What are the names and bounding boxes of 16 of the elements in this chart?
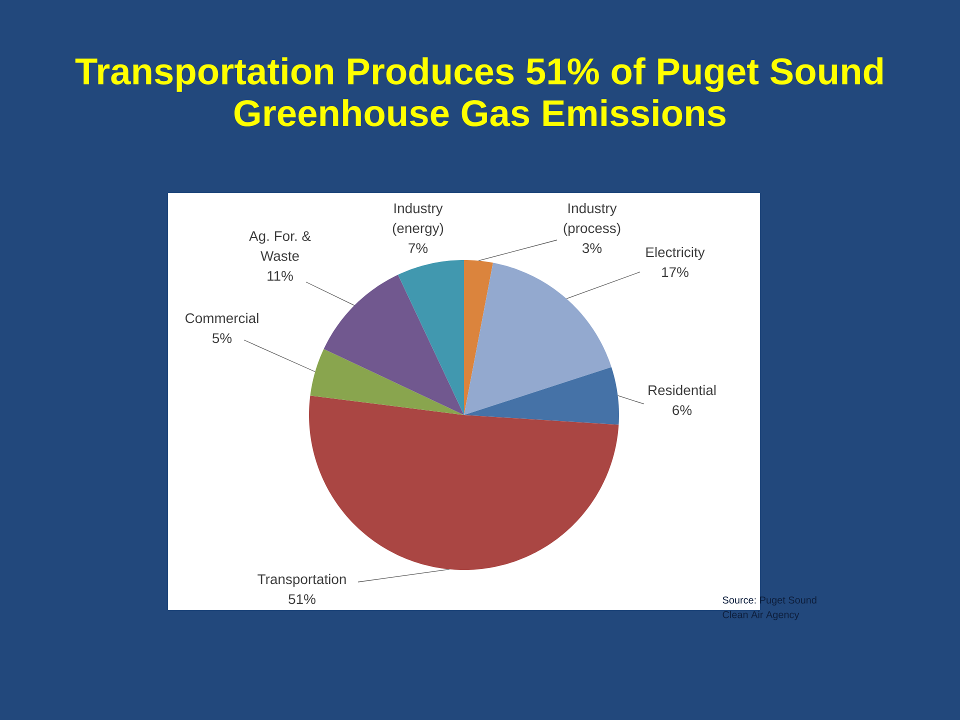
- slice-label: Industry (energy): [392, 202, 444, 236]
- slice-label: Transportation: [258, 574, 346, 587]
- slice-label: Commercial: [186, 312, 258, 324]
- slice-label: Residential: [648, 384, 716, 396]
- source-note: Source: Puget Sound Clean Air Agency: [722, 596, 816, 620]
- slice-label: Electricity: [646, 246, 705, 260]
- data-label: 17%: [662, 267, 688, 278]
- data-label: 7%: [408, 243, 428, 254]
- chart-title: Transportation Produces 51% of Puget Sound Greenhouse Gas Emissions: [75, 57, 883, 126]
- data-label: 51%: [288, 594, 316, 604]
- slice-label: Industry (process): [564, 202, 620, 236]
- slice-label: Ag. For. & Waste: [249, 231, 311, 261]
- data-label: 3%: [582, 243, 602, 254]
- data-label: 11%: [268, 271, 293, 281]
- data-label: 5%: [212, 333, 232, 344]
- data-label: 6%: [672, 405, 692, 416]
